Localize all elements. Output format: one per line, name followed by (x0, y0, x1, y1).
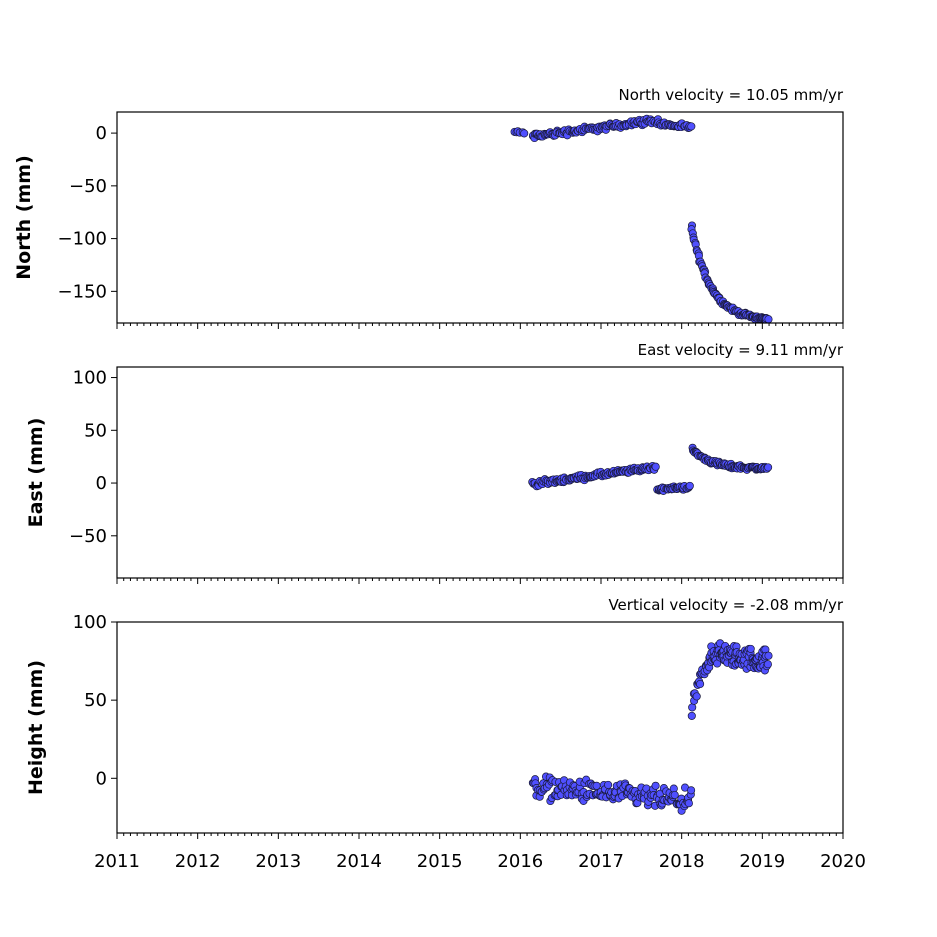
xtick-label: 2013 (255, 851, 301, 872)
east-axes-frame (116, 366, 844, 579)
height-point (604, 780, 613, 789)
east-ylabel: East (mm) (25, 418, 47, 528)
height-point (684, 799, 693, 808)
height-point (670, 790, 679, 800)
height-panel: 100 50 0 2011 2012 2013 2014 2015 2016 2017 2018 20… (25, 596, 866, 872)
east-ytick-label: 50 (84, 420, 107, 441)
xtick-label: 2020 (820, 851, 866, 872)
east-velocity-annotation: East velocity = 9.11 mm/yr (638, 341, 844, 359)
height-velocity-annotation: Vertical velocity = -2.08 mm/yr (608, 596, 843, 614)
height-ylabel: Height (mm) (25, 660, 47, 795)
east-ytick-label: 0 (96, 473, 107, 494)
east-ytick-label: −50 (69, 526, 107, 547)
height-points (528, 639, 773, 815)
east-point (764, 463, 773, 472)
height-point (746, 644, 755, 653)
north-point (764, 315, 773, 323)
height-ytick-label: 0 (96, 768, 107, 789)
north-ylabel: North (mm) (13, 155, 35, 280)
north-panel: 0 −50 −100 −150 North (mm) North velocity = 1… (13, 86, 844, 329)
height-ytick-label: 50 (84, 690, 107, 711)
north-points (510, 114, 773, 323)
east-ytick-label: 100 (73, 368, 107, 389)
height-point (651, 781, 660, 790)
xtick-label: 2011 (94, 851, 140, 872)
east-panel: 100 50 0 −50 East (mm) East velocity = 9.11 m… (25, 341, 844, 584)
height-point (688, 703, 697, 712)
north-ytick-label: −50 (69, 176, 107, 197)
east-point (651, 462, 660, 471)
north-ytick-label: 0 (96, 123, 107, 144)
xtick-label: 2015 (417, 851, 463, 872)
xtick-label: 2017 (578, 851, 624, 872)
north-point (687, 122, 696, 131)
height-ytick-label: 100 (73, 612, 107, 633)
height-point (687, 786, 696, 795)
height-point (696, 679, 705, 689)
xtick-label: 2018 (659, 851, 705, 872)
height-point (763, 660, 772, 669)
xtick-label: 2012 (175, 851, 221, 872)
xtick-label: 2019 (739, 851, 785, 872)
height-point (692, 692, 701, 701)
north-velocity-annotation: North velocity = 10.05 mm/yr (619, 86, 844, 104)
xtick-label: 2014 (336, 851, 382, 872)
north-point (520, 129, 529, 138)
height-point (764, 651, 773, 660)
xtick-label: 2016 (497, 851, 543, 872)
height-point (687, 711, 696, 720)
north-ytick-label: −150 (58, 281, 107, 302)
north-ytick-label: −100 (58, 229, 107, 250)
east-point (685, 481, 694, 490)
east-points (528, 443, 773, 495)
north-axes-frame (116, 111, 844, 324)
